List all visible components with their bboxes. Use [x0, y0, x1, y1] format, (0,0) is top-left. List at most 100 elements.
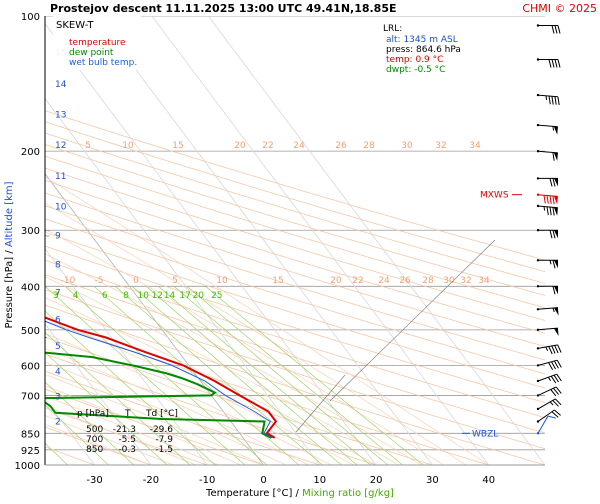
barb-flag	[554, 398, 562, 406]
barb-flag	[552, 207, 555, 216]
barb-shaft	[537, 409, 555, 422]
wind-barb	[536, 193, 558, 205]
barb-flag	[551, 96, 554, 105]
wind-barb	[536, 24, 561, 34]
barb-flag	[557, 96, 560, 106]
y-axis-label-altitude: Altitude [km]	[4, 181, 15, 247]
temperature-tick-label: -30	[86, 475, 102, 486]
wind-barb	[536, 415, 557, 435]
dry-adiabat	[45, 110, 545, 261]
svg-text:Pressure [hPa] / Altitude [km]: Pressure [hPa] / Altitude [km]	[4, 181, 15, 328]
moist-adiabat	[45, 348, 309, 465]
barb-flag	[552, 178, 556, 187]
barb-flag	[546, 195, 549, 204]
isotherm-line	[45, 22, 377, 465]
dry-adiabat	[45, 192, 545, 347]
moist-adiabat	[45, 276, 399, 465]
altitude-tick-label: 6	[55, 316, 61, 326]
barb-base	[536, 420, 540, 423]
barb-flag	[554, 25, 558, 34]
dry-adiabat	[45, 155, 545, 309]
altitude-tick-label: 5	[55, 342, 61, 352]
wind-barb	[536, 204, 558, 216]
table-cell: -21.3	[113, 425, 136, 435]
pressure-tick-label: 600	[21, 361, 40, 372]
pressure-tick-label: 200	[21, 147, 40, 158]
theta-label: 20	[234, 141, 246, 151]
x-axis-title: Temperature [°C] / Mixing ratio [g/kg]	[205, 488, 394, 499]
lrl-box: LRL: alt: 1345 m ASL press: 864.6 hPa te…	[382, 18, 474, 78]
barb-half-flag	[552, 126, 555, 131]
moist-adiabat	[45, 253, 422, 465]
moist-adiabat	[45, 176, 489, 465]
svg-text:Temperature [°C] / Mixing rati: Temperature [°C] / Mixing ratio [g/kg]	[205, 488, 394, 499]
barb-flag	[555, 386, 562, 394]
reference-line	[295, 374, 346, 433]
pressure-tick-label: 500	[21, 326, 40, 337]
barb-flag	[554, 59, 558, 68]
dry-adiabat	[45, 121, 545, 273]
barb-pennant	[554, 230, 558, 239]
barb-flag	[557, 344, 562, 353]
wind-barb	[536, 93, 560, 106]
wind-barbs	[536, 24, 562, 435]
mxws-label: MXWS	[480, 191, 509, 201]
dry-adiabat	[45, 218, 545, 375]
pressure-tick-label: 700	[21, 391, 40, 402]
mixing-ratio-line	[158, 286, 371, 465]
barb-half-flag	[543, 206, 546, 211]
moist-adiabat	[45, 332, 332, 465]
barb-base	[536, 308, 540, 311]
mixing-ratio-label: 8	[123, 291, 129, 301]
barb-base	[536, 24, 540, 27]
barb-flag	[549, 230, 553, 239]
barb-flag	[548, 59, 552, 68]
barb-flag	[552, 152, 555, 161]
barb-half-flag	[545, 346, 549, 352]
moist-adiabat	[45, 361, 287, 465]
wind-barb	[536, 359, 562, 371]
mixing-ratio-line	[173, 286, 389, 465]
barb-flag	[551, 345, 556, 354]
reference-line	[329, 239, 496, 402]
barb-pennant	[553, 328, 559, 336]
table-cell: -7.9	[155, 435, 173, 445]
altitude-tick-label: 7	[55, 289, 61, 299]
barb-base	[536, 177, 540, 180]
wind-barb	[536, 259, 558, 269]
pressure-tick-label: 925	[21, 446, 40, 457]
altitude-tick-label: 9	[55, 232, 61, 242]
temperature-tick-label: -20	[143, 475, 159, 486]
temperature-tick-label: 10	[313, 475, 326, 486]
lrl-temperature: temp: 0.9 °C	[386, 55, 443, 65]
barb-half-flag	[549, 401, 554, 406]
mixing-ratio-label: 14	[164, 291, 176, 301]
table-cell: 500	[86, 425, 103, 435]
altitude-tick-label: 12	[55, 141, 66, 151]
barb-base	[536, 259, 540, 262]
moist-adiabat	[45, 405, 197, 465]
isotherm-line	[45, 323, 152, 465]
barb-flag	[551, 361, 556, 370]
dry-adiabat	[45, 289, 545, 450]
moist-adiabat	[45, 395, 219, 465]
wind-barb	[536, 150, 558, 161]
barb-pennant	[553, 126, 558, 135]
dew-point-line	[45, 336, 272, 439]
barb-shaft	[537, 150, 558, 154]
barb-flag	[554, 409, 561, 416]
barb-flag	[550, 389, 557, 397]
altitude-tick-label: 3	[55, 393, 61, 403]
isotherm-line	[45, 248, 208, 465]
x-axis-label-mixing-ratio: Mixing ratio [g/kg]	[302, 488, 394, 499]
lrl-title: LRL:	[383, 24, 402, 34]
theta-label: 26	[399, 276, 411, 286]
barb-flag	[543, 195, 546, 204]
theta-label: -10	[61, 276, 76, 286]
theta-label: 15	[172, 141, 183, 151]
barb-flag	[552, 195, 555, 205]
lrl-altitude: alt: 1345 m ASL	[386, 35, 458, 45]
mixing-ratio-label: 20	[193, 291, 205, 301]
